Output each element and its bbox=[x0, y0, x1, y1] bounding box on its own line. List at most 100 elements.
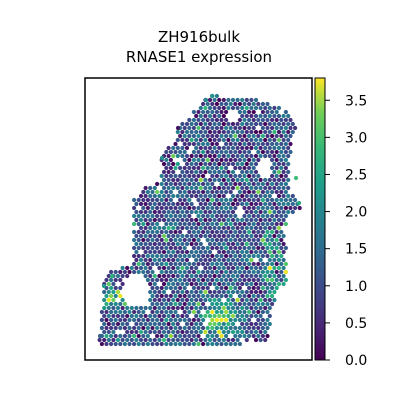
expression-spot bbox=[191, 205, 196, 211]
expression-spot bbox=[267, 233, 272, 239]
expression-spot bbox=[249, 273, 254, 279]
expression-spot bbox=[235, 281, 240, 287]
expression-spot bbox=[265, 261, 270, 267]
expression-spot bbox=[228, 189, 233, 195]
expression-spot bbox=[178, 181, 183, 187]
expression-spot bbox=[150, 309, 155, 315]
expression-spot bbox=[210, 301, 215, 307]
expression-spot bbox=[198, 225, 203, 231]
expression-spot bbox=[180, 121, 185, 127]
expression-spot bbox=[106, 297, 111, 303]
expression-spot bbox=[203, 281, 208, 287]
expression-spot bbox=[247, 157, 252, 163]
expression-spot bbox=[214, 325, 219, 331]
expression-spot bbox=[171, 153, 176, 159]
expression-spot bbox=[171, 257, 176, 263]
expression-spot bbox=[205, 261, 210, 267]
expression-spot bbox=[237, 125, 242, 131]
expression-spot bbox=[203, 185, 208, 191]
expression-spot bbox=[221, 193, 226, 199]
expression-spot bbox=[184, 265, 190, 271]
expression-spot bbox=[191, 141, 196, 147]
expression-spot bbox=[161, 161, 167, 167]
expression-spot bbox=[214, 165, 219, 171]
expression-spot bbox=[247, 117, 252, 123]
expression-spot bbox=[143, 265, 148, 271]
expression-spot bbox=[240, 121, 245, 127]
expression-spot bbox=[233, 261, 238, 267]
expression-spot bbox=[260, 301, 265, 307]
expression-spot bbox=[274, 141, 279, 147]
expression-spot bbox=[260, 245, 265, 251]
expression-spot bbox=[102, 321, 107, 327]
expression-spot bbox=[286, 185, 291, 191]
expression-spot bbox=[109, 341, 114, 347]
expression-spot bbox=[230, 169, 236, 175]
expression-spot bbox=[242, 333, 247, 339]
expression-spot bbox=[283, 157, 288, 163]
expression-spot bbox=[210, 165, 215, 171]
expression-spot bbox=[134, 321, 139, 327]
expression-spot bbox=[161, 241, 167, 247]
expression-spot bbox=[203, 265, 208, 271]
expression-spot bbox=[221, 209, 226, 215]
expression-spot bbox=[196, 277, 201, 283]
expression-spot bbox=[256, 293, 261, 299]
expression-spot bbox=[228, 229, 233, 235]
expression-spot bbox=[249, 257, 254, 263]
expression-spot bbox=[228, 181, 233, 187]
expression-spot bbox=[161, 225, 167, 231]
expression-spot bbox=[203, 193, 208, 199]
expression-spot bbox=[270, 293, 275, 299]
expression-spot bbox=[155, 221, 160, 227]
expression-spot bbox=[251, 333, 256, 339]
expression-spot bbox=[175, 201, 180, 207]
expression-spot bbox=[212, 137, 217, 143]
expression-spot bbox=[184, 281, 190, 287]
expression-spot bbox=[260, 125, 265, 131]
expression-spot bbox=[247, 317, 252, 323]
expression-spot bbox=[111, 305, 116, 311]
expression-spot bbox=[104, 317, 109, 323]
expression-spot bbox=[159, 229, 164, 235]
expression-spot bbox=[265, 221, 270, 227]
expression-spot bbox=[230, 97, 236, 103]
expression-spot bbox=[258, 153, 263, 159]
expression-spot bbox=[155, 205, 160, 211]
expression-spot bbox=[230, 265, 236, 271]
expression-spot bbox=[256, 253, 261, 259]
expression-spot bbox=[242, 301, 247, 307]
expression-spot bbox=[258, 233, 263, 239]
expression-spot bbox=[276, 265, 282, 271]
expression-spot bbox=[164, 149, 169, 155]
expression-spot bbox=[178, 317, 183, 323]
expression-spot bbox=[104, 333, 109, 339]
expression-spot bbox=[258, 257, 263, 263]
expression-spot bbox=[224, 125, 229, 131]
expression-spot bbox=[235, 121, 240, 127]
expression-spot bbox=[187, 317, 192, 323]
expression-spot bbox=[145, 197, 150, 203]
expression-spot bbox=[111, 281, 116, 287]
expression-spot bbox=[260, 237, 265, 243]
expression-spot bbox=[201, 221, 206, 227]
expression-spot bbox=[189, 289, 194, 295]
expression-spot bbox=[207, 233, 213, 239]
expression-spot bbox=[207, 145, 213, 151]
expression-spot bbox=[244, 313, 249, 319]
expression-spot bbox=[224, 261, 229, 267]
expression-spot bbox=[281, 257, 286, 263]
expression-spot bbox=[159, 293, 164, 299]
expression-spot bbox=[196, 141, 201, 147]
expression-spot bbox=[270, 229, 275, 235]
expression-spot bbox=[258, 225, 263, 231]
expression-spot bbox=[233, 325, 238, 331]
expression-spot bbox=[159, 181, 164, 187]
expression-spot bbox=[251, 141, 256, 147]
expression-spot bbox=[189, 185, 194, 191]
expression-spot bbox=[132, 237, 137, 243]
expression-spot bbox=[182, 269, 187, 275]
expression-spot bbox=[237, 341, 242, 347]
expression-spot bbox=[161, 281, 167, 287]
expression-spot bbox=[127, 309, 132, 315]
